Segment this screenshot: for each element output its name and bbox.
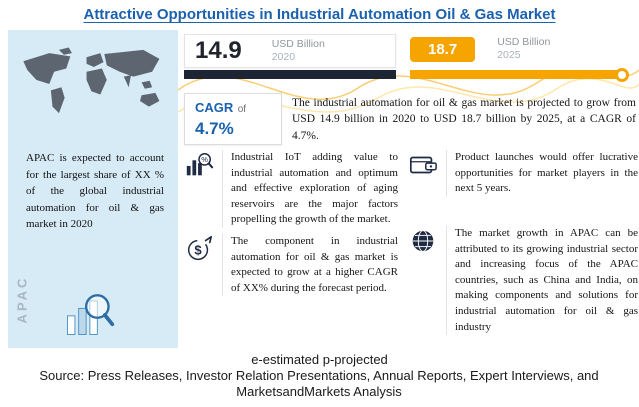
year-2020: 2020: [271, 51, 296, 63]
insight-item: % Industrial IoT adding value to industr…: [184, 150, 398, 229]
market-value-2020: 14.9: [195, 37, 242, 64]
dollar-growth-icon: $: [184, 234, 214, 264]
svg-text:$: $: [194, 243, 202, 258]
estimate-note: e-estimated p-projected: [251, 352, 388, 367]
market-value-2025: 18.7: [410, 36, 476, 62]
page-title: Attractive Opportunities in Industrial A…: [83, 6, 556, 23]
stat-2025-card: 18.7 USD Billion 2025: [410, 36, 550, 62]
insight-item: $ The component in industrial automation…: [184, 234, 398, 297]
unit-2020: USD Billion: [271, 37, 325, 50]
stat-2020-label: USD Billion 2020: [272, 38, 325, 64]
cagr-connector: of: [237, 104, 247, 115]
cagr-card: CAGR of 4.7%: [184, 93, 282, 145]
insight-text: The market growth in APAC can be attribu…: [446, 226, 638, 336]
unit-2025: USD Billion: [497, 36, 551, 48]
cagr-header: CAGR of: [195, 99, 271, 117]
svg-text:%: %: [201, 155, 208, 164]
wallet-icon: [408, 150, 438, 180]
apac-panel: APAC is expected to account for the larg…: [8, 30, 178, 348]
stat-2025-label: USD Billion 2025: [497, 36, 550, 62]
market-summary-text: The industrial automation for oil & gas …: [292, 97, 636, 142]
world-map: [23, 47, 160, 114]
apac-highlight-text: APAC is expected to account for the larg…: [26, 152, 164, 230]
stat-2020-card: 14.9 USD Billion 2020: [184, 34, 396, 68]
cagr-value: 4.7%: [195, 119, 234, 138]
insight-text: The component in industrial automation f…: [222, 234, 398, 297]
insight-item: Product launches would offer lucrative o…: [408, 150, 638, 197]
insight-text: Industrial IoT adding value to industria…: [222, 150, 398, 229]
globe-icon: [408, 226, 438, 256]
bar-2020: [184, 70, 396, 79]
insight-item: The market growth in APAC can be attribu…: [408, 226, 638, 336]
insight-text: Product launches would offer lucrative o…: [446, 150, 638, 197]
bar-2025: [410, 70, 624, 79]
bar-chart-magnifier-icon: [67, 294, 115, 336]
cagr-label: CAGR: [195, 100, 234, 115]
iot-analytics-icon: %: [184, 150, 214, 180]
apac-vertical-label: APAC: [14, 275, 30, 324]
year-2025: 2025: [497, 49, 521, 62]
source-line: Source: Press Releases, Investor Relatio…: [39, 368, 599, 400]
